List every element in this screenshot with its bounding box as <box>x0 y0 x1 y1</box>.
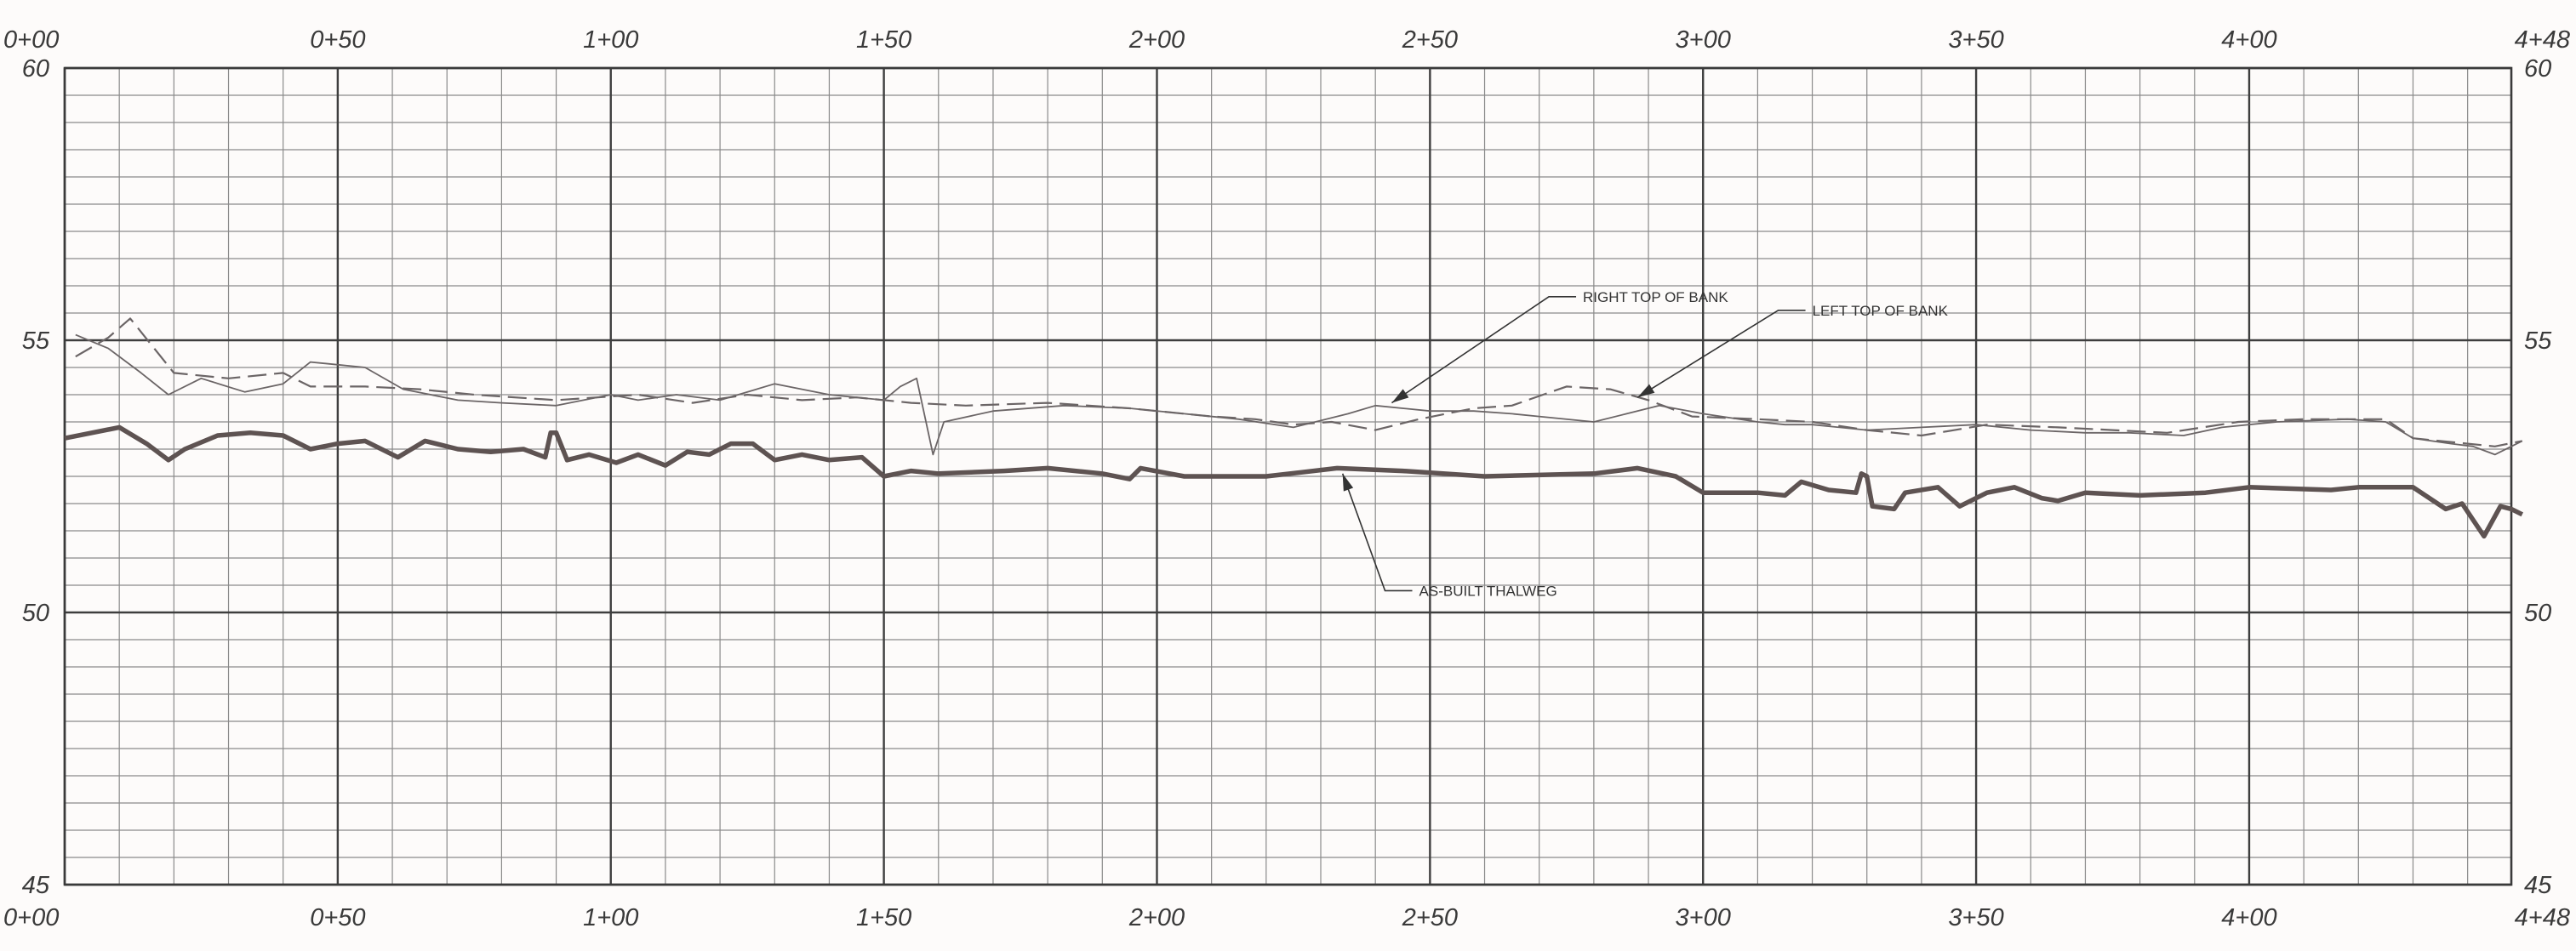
x-tick-label-bottom: 1+00 <box>583 904 638 931</box>
y-tick-label-left: 50 <box>22 600 49 627</box>
y-tick-label-right: 45 <box>2524 872 2552 899</box>
x-tick-label-top: 0+00 <box>3 26 59 54</box>
x-tick-label-bottom: 3+00 <box>1676 904 1731 931</box>
y-tick-label-left: 45 <box>22 872 50 899</box>
x-tick-label-top: 2+50 <box>1402 26 1458 54</box>
series-line-left-top-of-bank <box>75 317 2523 447</box>
annotation-leader <box>1636 309 1806 398</box>
y-tick-label-right: 60 <box>2524 55 2551 83</box>
x-tick-label-bottom: 1+50 <box>856 904 911 931</box>
x-tick-label-top: 4+00 <box>2221 26 2276 54</box>
grid-minor <box>65 68 2511 885</box>
grid-major <box>63 66 2513 886</box>
x-tick-label-bottom: 2+50 <box>1402 904 1458 931</box>
annotation-layer: RIGHT TOP OF BANK LEFT TOP OF BANK AS-BUIL… <box>1341 289 1949 599</box>
x-tick-label-top: 4+48 <box>2515 26 2570 54</box>
y-tick-label-left: 60 <box>22 55 49 83</box>
annotation-label: RIGHT TOP OF BANK <box>1583 289 1728 305</box>
annotation-label: AS-BUILT THALWEG <box>1419 583 1557 599</box>
x-tick-label-bottom: 0+50 <box>310 904 365 931</box>
plot-frame <box>63 66 2513 886</box>
annotation-arrowhead <box>1391 389 1409 403</box>
annotation-leader <box>1391 295 1577 404</box>
x-tick-label-bottom: 2+00 <box>1128 904 1185 931</box>
x-tick-label-bottom: 4+48 <box>2515 904 2570 931</box>
x-tick-label-top: 3+50 <box>1948 26 2003 54</box>
x-tick-label-top: 1+50 <box>856 26 911 54</box>
x-tick-label-bottom: 4+00 <box>2221 904 2276 931</box>
x-tick-label-bottom: 3+50 <box>1948 904 2003 931</box>
tick-labels: 0+00 0+00 0+50 0+50 1+00 1+00 1+50 1+50 2+00 2+00… <box>3 26 2570 931</box>
series-line-right-top-of-bank <box>75 333 2523 456</box>
x-tick-label-top: 1+00 <box>583 26 638 54</box>
x-tick-label-top: 2+00 <box>1128 26 1185 54</box>
annotation-arrowhead <box>1342 473 1354 492</box>
y-tick-label-left: 55 <box>22 327 50 355</box>
annotation-label: LEFT TOP OF BANK <box>1813 303 1949 319</box>
x-tick-label-bottom: 0+00 <box>3 904 59 931</box>
y-tick-label-right: 55 <box>2524 327 2552 355</box>
annotation-arrowhead <box>1637 384 1655 398</box>
annotation-leader <box>1341 473 1413 592</box>
x-tick-label-top: 0+50 <box>310 26 365 54</box>
series-line-as-built-thalweg <box>64 424 2524 539</box>
x-tick-label-top: 3+00 <box>1676 26 1731 54</box>
y-tick-label-right: 50 <box>2524 600 2551 627</box>
series-layer <box>64 317 2524 539</box>
